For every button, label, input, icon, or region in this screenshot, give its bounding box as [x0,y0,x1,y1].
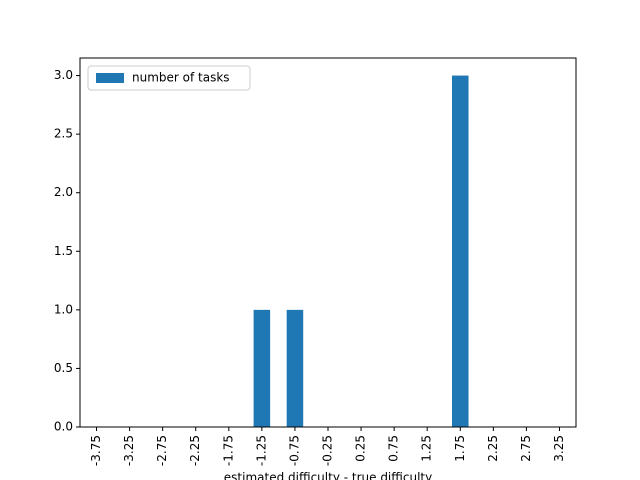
x-tick-label: 3.25 [552,435,566,462]
bar [286,309,304,427]
x-axis-label: estimated difficulty - true difficulty [224,471,432,480]
x-tick-label: 2.75 [519,435,533,462]
y-tick-label: 0.5 [54,361,73,375]
legend-swatch [96,73,124,83]
legend-label: number of tasks [132,71,230,85]
x-tick-label: -2.75 [155,435,169,466]
x-tick-label: 1.75 [453,435,467,462]
x-tick-label: 2.25 [486,435,500,462]
x-tick-label: 0.25 [354,435,368,462]
y-tick-label: 1.5 [54,244,73,258]
x-tick-label: -3.75 [89,435,103,466]
y-tick-label: 2.5 [54,127,73,141]
bar [452,75,469,428]
x-tick-label: -1.25 [254,435,268,466]
x-tick-label: -0.75 [287,435,301,466]
axes-frame [79,57,577,428]
legend-box [87,65,251,91]
bar [253,309,271,427]
x-tick-label: -0.25 [321,435,335,466]
y-tick-label: 1.0 [54,302,73,316]
y-tick-label: 0.0 [54,420,73,434]
legend: number of tasks [87,65,251,91]
x-tick-label: -3.25 [122,435,136,466]
x-tick-label: -2.25 [188,435,202,466]
y-tick-label: 2.0 [54,185,73,199]
y-tick-label: 3.0 [54,68,73,82]
x-tick-label: 0.75 [387,435,401,462]
x-tick-label: -1.75 [221,435,235,466]
x-tick-label: 1.25 [420,435,434,462]
